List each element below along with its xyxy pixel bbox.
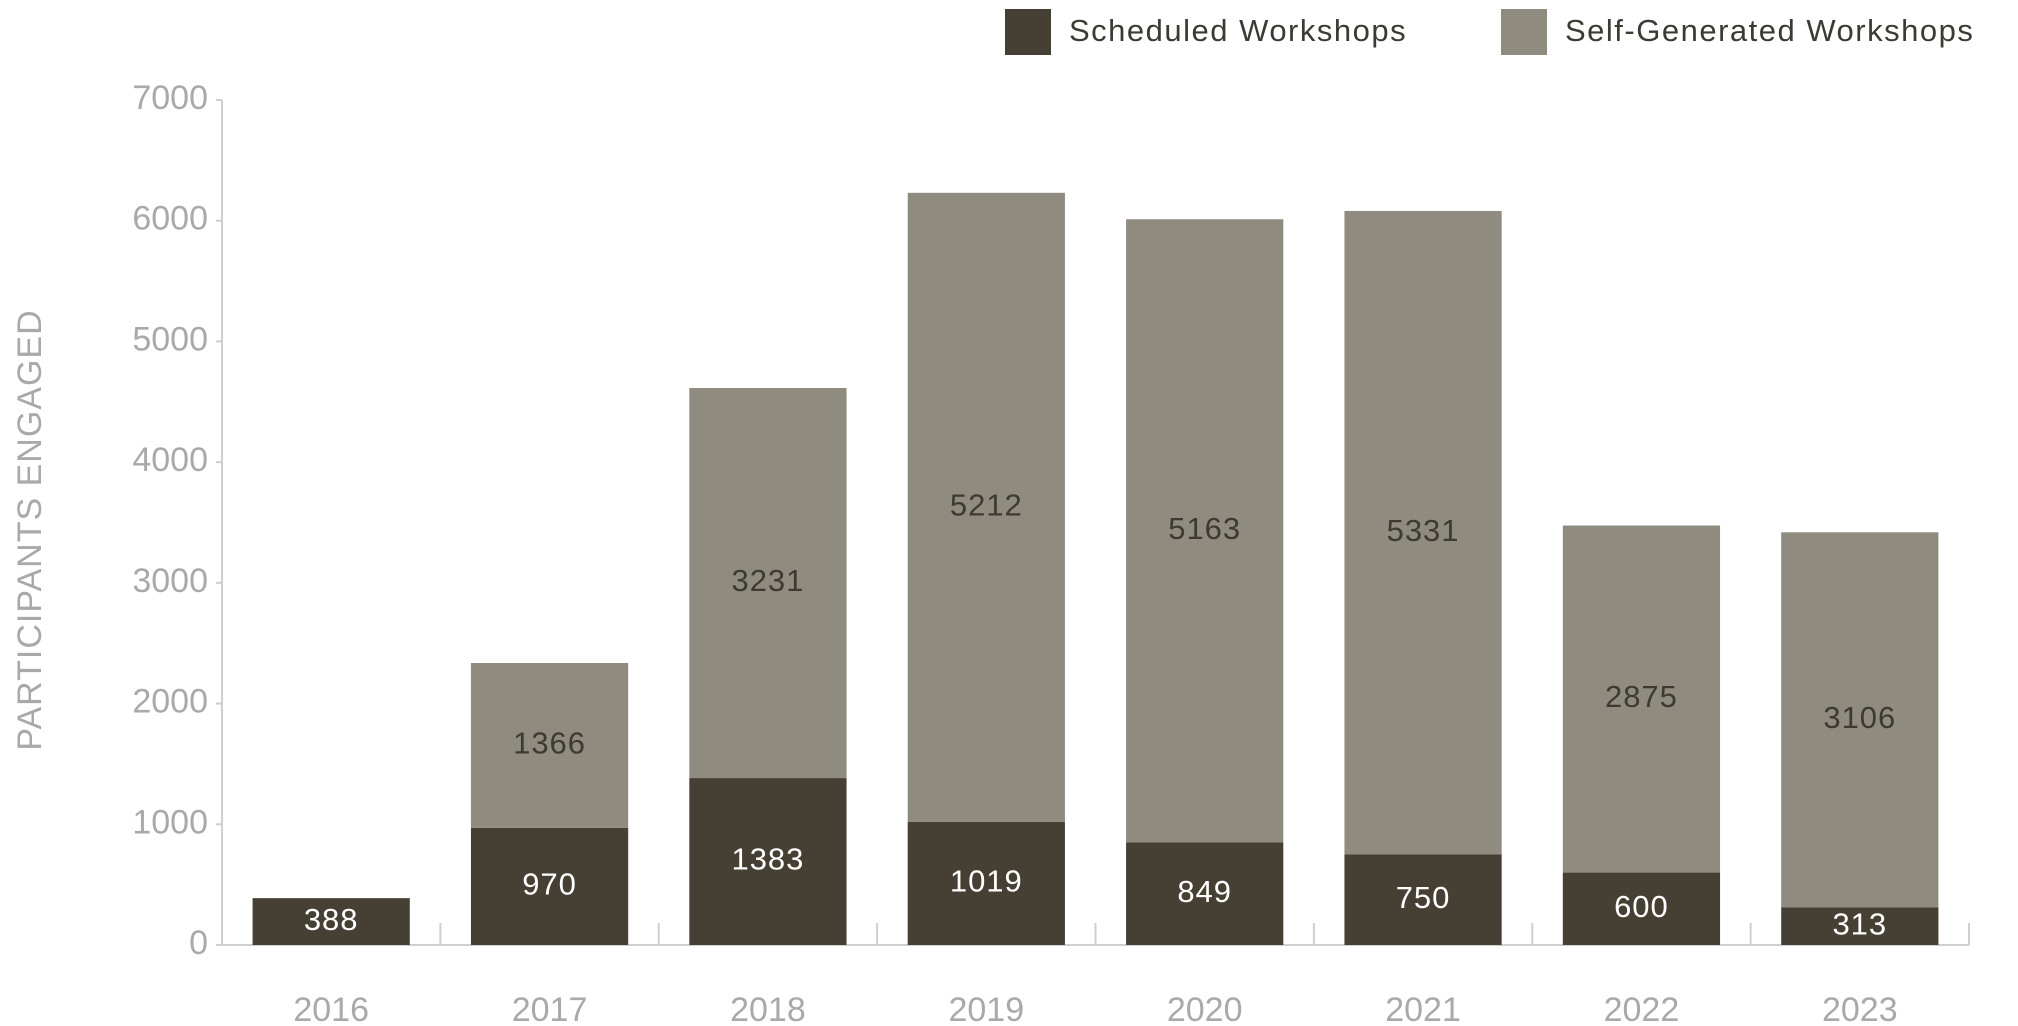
y-tick-label: 4000 xyxy=(132,441,208,479)
y-tick-label: 0 xyxy=(189,924,208,962)
value-label: 849 xyxy=(1177,874,1232,909)
value-label: 388 xyxy=(304,902,359,937)
x-tick-label: 2022 xyxy=(1604,991,1680,1026)
value-label: 970 xyxy=(522,867,577,902)
x-tick-label: 2023 xyxy=(1822,991,1898,1026)
value-label: 1019 xyxy=(950,864,1023,899)
bar-segment xyxy=(1781,532,1939,908)
bar-segment xyxy=(907,821,1065,945)
y-tick-label: 2000 xyxy=(132,683,208,721)
bar-segment xyxy=(252,898,410,945)
x-tick-label: 2018 xyxy=(730,991,806,1026)
value-label: 3231 xyxy=(731,563,804,598)
value-label: 5212 xyxy=(950,488,1023,523)
legend-swatch xyxy=(1501,9,1547,55)
value-label: 5331 xyxy=(1387,513,1460,548)
value-label: 5163 xyxy=(1168,511,1241,546)
legend-label: Scheduled Workshops xyxy=(1069,13,1407,48)
bar-segment xyxy=(689,388,847,779)
bar-segment xyxy=(1344,854,1502,945)
bar-segment xyxy=(1126,219,1284,843)
value-label: 600 xyxy=(1614,889,1669,924)
bar-segment xyxy=(907,192,1065,822)
value-label: 2875 xyxy=(1605,679,1678,714)
y-tick-label: 1000 xyxy=(132,803,208,841)
bar-segment xyxy=(1562,525,1721,873)
bar-segment xyxy=(470,663,629,828)
bar-segment xyxy=(1126,842,1284,945)
value-label: 1366 xyxy=(513,726,586,761)
x-tick-label: 2021 xyxy=(1385,991,1461,1026)
y-tick-label: 5000 xyxy=(132,320,208,358)
legend-swatch xyxy=(1005,9,1051,55)
x-tick-label: 2019 xyxy=(948,991,1024,1026)
value-label: 750 xyxy=(1396,880,1451,915)
x-tick-label: 2020 xyxy=(1167,991,1243,1026)
value-label: 1383 xyxy=(731,842,804,877)
value-label: 313 xyxy=(1832,906,1887,941)
bar-segment xyxy=(1344,210,1502,855)
y-tick-label: 7000 xyxy=(132,79,208,117)
bar-segment xyxy=(470,827,629,945)
x-tick-label: 2017 xyxy=(512,991,588,1026)
y-tick-label: 3000 xyxy=(132,562,208,600)
legend-label: Self-Generated Workshops xyxy=(1565,13,1974,48)
bar-segment xyxy=(689,778,847,945)
bar-segment xyxy=(1562,872,1721,945)
bar-segment xyxy=(1781,907,1939,945)
x-tick-label: 2016 xyxy=(293,991,369,1026)
y-axis-label: PARTICIPANTS ENGAGED xyxy=(11,309,49,750)
y-tick-label: 6000 xyxy=(132,200,208,238)
value-label: 3106 xyxy=(1823,700,1896,735)
